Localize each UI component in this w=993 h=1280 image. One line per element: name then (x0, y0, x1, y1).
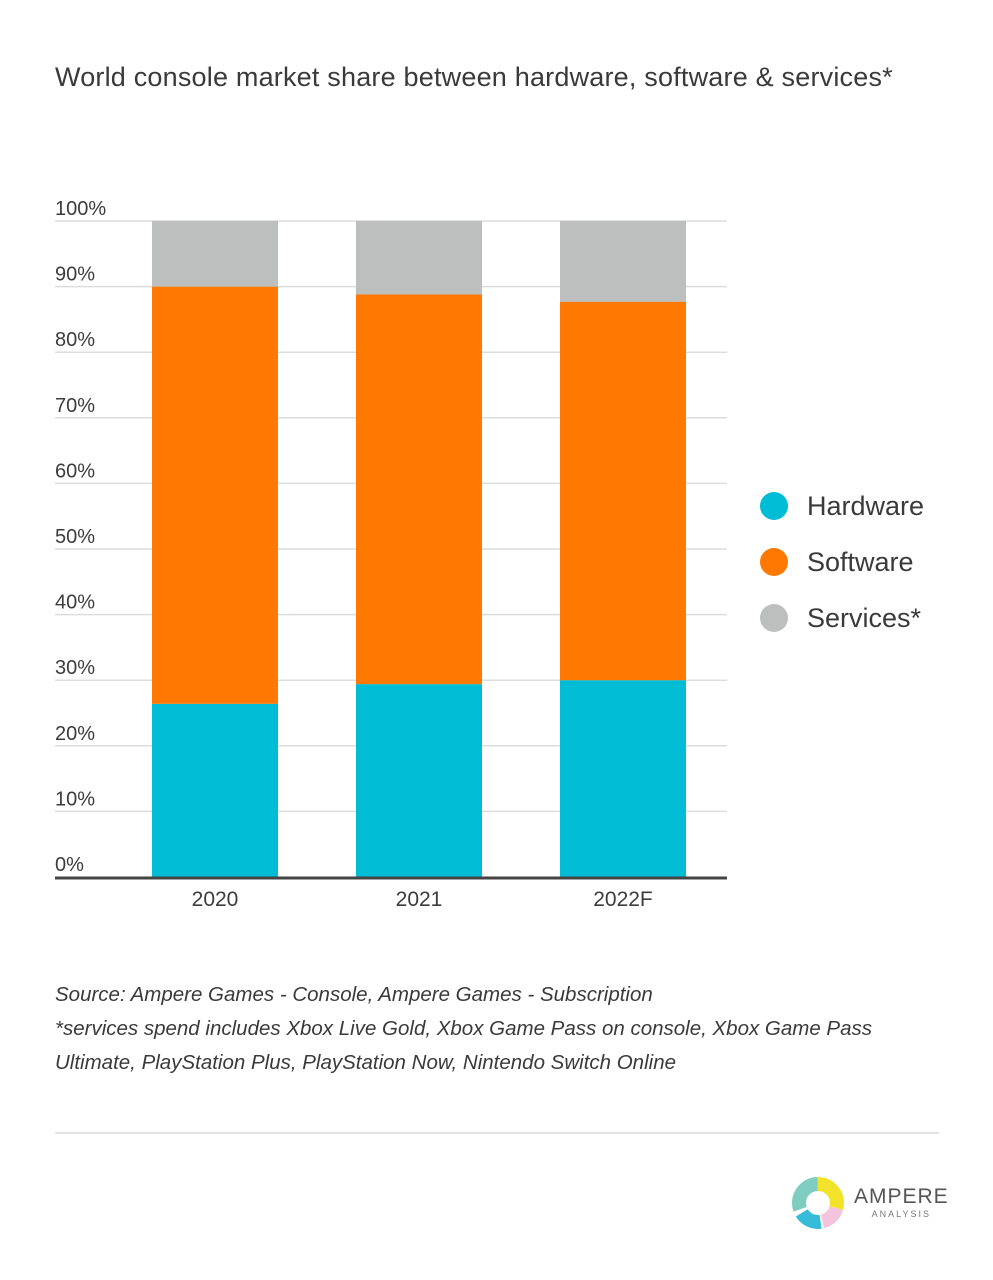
y-tick-label: 20% (55, 723, 95, 745)
y-tick-label: 100% (55, 198, 106, 220)
legend-item-services: Services* (760, 590, 924, 646)
x-tick-label: 2020 (192, 888, 239, 911)
legend-label: Services* (807, 602, 922, 633)
bar-segment-hardware-2021 (356, 684, 482, 877)
y-tick-label: 90% (55, 264, 95, 286)
x-axis-ticks: 2020 2021 2022F (192, 888, 653, 911)
y-tick-label: 10% (55, 788, 95, 810)
legend-dot-icon (760, 548, 788, 576)
divider (55, 1132, 939, 1134)
bar-segment-hardware-2022f (560, 680, 686, 877)
bar-segment-software-2020 (152, 286, 278, 704)
y-tick-label: 60% (55, 460, 95, 482)
footnote-text: *services spend includes Xbox Live Gold,… (55, 1017, 873, 1074)
legend-dot-icon (760, 604, 788, 632)
bar-segment-services-2022f (560, 221, 686, 302)
y-tick-label: 40% (55, 592, 95, 614)
legend: Hardware Software Services* (760, 478, 924, 646)
source-text: Source: Ampere Games - Console, Ampere G… (55, 983, 653, 1006)
chart-title: World console market share between hardw… (55, 62, 893, 92)
y-tick-label: 80% (55, 329, 95, 351)
y-axis-ticks: 0% 10% 20% 30% 40% 50% 60% 70% 80% 90% 100% (55, 198, 106, 876)
y-tick-label: 70% (55, 395, 95, 417)
legend-item-software: Software (760, 534, 924, 590)
y-tick-label: 0% (55, 854, 84, 876)
ampere-ring-icon (792, 1177, 844, 1229)
stacked-bar-chart: 0%10%20%30%40%50%60%70%80%90%100% 2020 20… (55, 198, 727, 911)
logo-main-text: AMPERE (854, 1185, 949, 1208)
x-tick-label: 2022F (593, 888, 653, 911)
bars (152, 221, 686, 877)
bar-segment-software-2022f (560, 301, 686, 681)
bar-segment-services-2020 (152, 221, 278, 287)
legend-label: Software (807, 546, 914, 577)
ampere-logo: AMPERE ANALYSIS (790, 1175, 949, 1231)
x-tick-label: 2021 (396, 888, 443, 911)
legend-label: Hardware (807, 490, 925, 521)
y-tick-label: 30% (55, 657, 95, 679)
legend-item-hardware: Hardware (760, 478, 924, 534)
source-notes: Source: Ampere Games - Console, Ampere G… (55, 978, 945, 1080)
legend-dot-icon (760, 492, 788, 520)
bar-segment-services-2021 (356, 221, 482, 295)
y-tick-label: 50% (55, 526, 95, 548)
bar-segment-hardware-2020 (152, 703, 278, 877)
logo-sub-text: ANALYSIS (871, 1209, 932, 1219)
bar-segment-software-2021 (356, 294, 482, 685)
